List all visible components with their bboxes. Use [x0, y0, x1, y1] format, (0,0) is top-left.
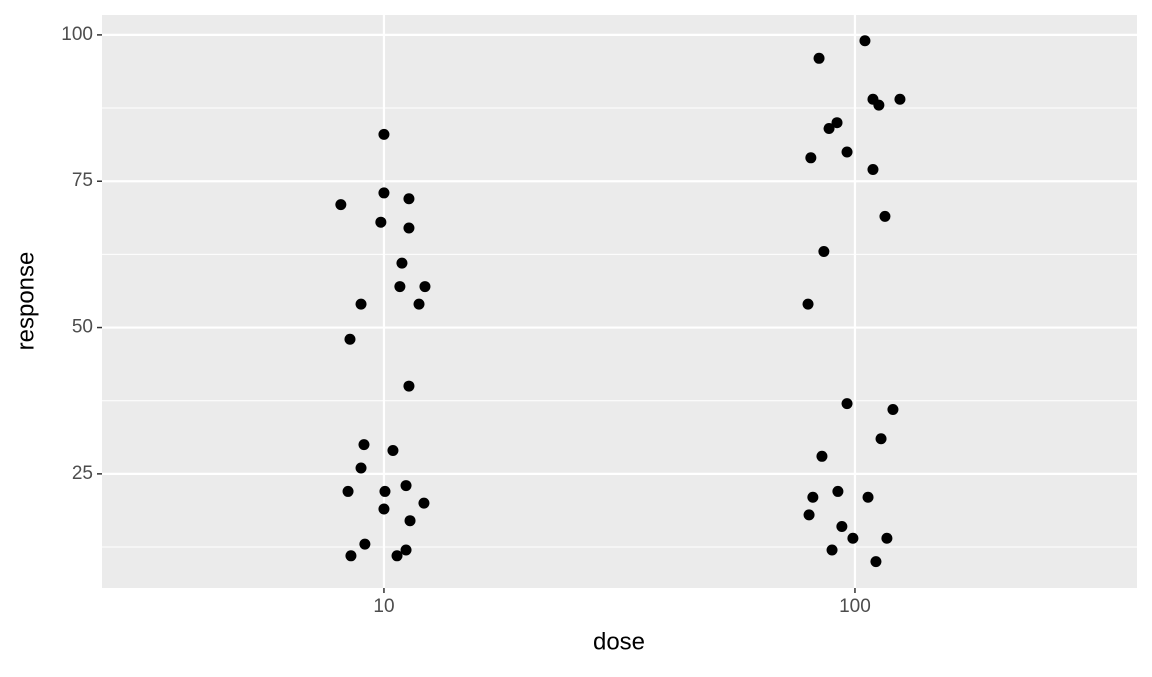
x-tick-label: 100 — [839, 596, 871, 617]
grid — [102, 15, 1137, 588]
y-tick-label: 100 — [61, 24, 93, 45]
point — [841, 146, 853, 158]
point — [805, 152, 817, 164]
point — [400, 544, 412, 556]
point — [403, 222, 415, 234]
panel-background — [102, 15, 1137, 588]
point — [413, 298, 425, 310]
tick-labels: 25 50 75 100 10 100 — [61, 24, 871, 617]
point — [862, 491, 874, 503]
point — [396, 257, 408, 269]
point — [379, 485, 391, 497]
point — [807, 491, 819, 503]
point — [403, 193, 415, 205]
point — [391, 550, 403, 562]
point — [342, 485, 354, 497]
point — [826, 544, 838, 556]
point — [335, 199, 347, 211]
point — [813, 52, 825, 64]
point — [836, 521, 848, 533]
point — [355, 298, 367, 310]
point — [355, 462, 367, 474]
x-tick-label: 10 — [373, 596, 394, 617]
point — [879, 210, 891, 222]
point — [394, 281, 406, 293]
point — [803, 509, 815, 521]
point — [802, 298, 814, 310]
point — [404, 515, 416, 527]
point — [841, 398, 853, 410]
point — [359, 538, 371, 550]
point — [881, 532, 893, 544]
point — [818, 245, 830, 257]
point — [870, 556, 882, 568]
x-axis-title: dose — [593, 628, 645, 655]
point — [387, 444, 399, 456]
point — [887, 403, 899, 415]
point — [418, 497, 430, 509]
y-tick-label: 25 — [72, 463, 93, 484]
point — [875, 433, 887, 445]
y-tick-label: 75 — [72, 170, 93, 191]
point — [873, 99, 885, 111]
point — [375, 216, 387, 228]
point — [816, 450, 828, 462]
point — [345, 550, 357, 562]
point — [378, 187, 390, 199]
points — [335, 35, 906, 568]
point — [847, 532, 859, 544]
y-tick-label: 50 — [72, 317, 93, 338]
point — [400, 480, 412, 492]
point — [403, 380, 415, 392]
point — [823, 123, 835, 135]
point — [344, 333, 356, 345]
point — [832, 485, 844, 497]
point — [894, 93, 906, 105]
point — [831, 117, 843, 129]
point — [358, 439, 370, 451]
point — [859, 35, 871, 47]
y-axis-title: response — [12, 252, 39, 351]
point — [378, 503, 390, 515]
point — [378, 128, 390, 140]
point — [419, 281, 431, 293]
point — [867, 164, 879, 176]
